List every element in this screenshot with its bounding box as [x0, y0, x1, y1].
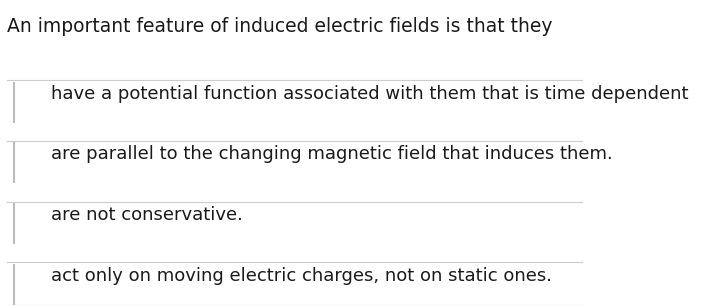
Text: are parallel to the changing magnetic field that induces them.: are parallel to the changing magnetic fi… — [51, 145, 613, 163]
Text: are not conservative.: are not conservative. — [51, 206, 243, 224]
Text: An important feature of induced electric fields is that they: An important feature of induced electric… — [7, 17, 553, 35]
Text: have a potential function associated with them that is time dependent: have a potential function associated wit… — [51, 85, 689, 103]
Text: act only on moving electric charges, not on static ones.: act only on moving electric charges, not… — [51, 267, 552, 285]
